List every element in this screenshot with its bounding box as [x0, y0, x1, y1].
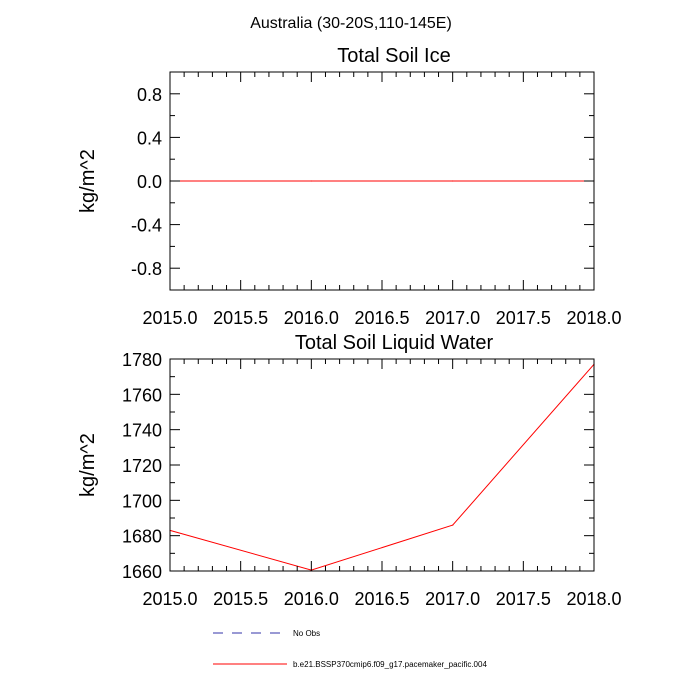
chart-title: Total Soil Ice — [337, 45, 450, 67]
data-point — [310, 180, 312, 182]
y-tick-label: 1660 — [122, 562, 162, 582]
chart-panel-1: Total Soil Ice 2015.0 2015.5 2016.0 2016.5 20… — [77, 45, 622, 328]
legend-label-2: b.e21.BSSP370cmip6.f09_g17.pacemaker_pac… — [293, 660, 487, 669]
x-tick-label: 2017.5 — [496, 589, 551, 609]
x-tick-label: 2018.0 — [566, 589, 621, 609]
x-tick-label: 2015.5 — [213, 589, 268, 609]
legend-label-1: No Obs — [293, 629, 320, 638]
plot-frame — [169, 358, 595, 572]
y-tick-label: -0.8 — [131, 259, 162, 279]
x-tick-label: 2017.0 — [425, 589, 480, 609]
y-tick-label: 0.0 — [137, 172, 162, 192]
data-point — [452, 524, 454, 526]
series-line-1 — [169, 363, 595, 571]
y-axis-label: kg/m^2 — [77, 149, 99, 213]
figure-suptitle: Australia (30-20S,110-145E) — [250, 15, 452, 32]
y-tick-label: 0.4 — [137, 128, 162, 148]
data-point — [452, 180, 454, 182]
x-tick-label: 2016.0 — [284, 589, 339, 609]
x-tick-label: 2015.0 — [142, 308, 197, 328]
x-tick-label: 2016.0 — [284, 308, 339, 328]
x-tick-label: 2017.0 — [425, 308, 480, 328]
x-tick-label: 2015.5 — [213, 308, 268, 328]
chart-panel-2: Total Soil Liquid Water 2015.0 2015.5 2016.… — [77, 332, 622, 609]
y-tick-label: 1700 — [122, 491, 162, 511]
x-tick-label: 2017.5 — [496, 308, 551, 328]
y-tick-label: 1740 — [122, 421, 162, 441]
y-tick-label: 1760 — [122, 385, 162, 405]
chart-title: Total Soil Liquid Water — [295, 332, 494, 354]
y-tick-label: 0.8 — [137, 85, 162, 105]
y-tick-label: 1780 — [122, 350, 162, 370]
y-tick-label: -0.4 — [131, 216, 162, 236]
x-tick-label: 2015.0 — [142, 589, 197, 609]
y-tick-label: 1720 — [122, 456, 162, 476]
x-tick-label: 2016.5 — [354, 308, 409, 328]
y-axis-label: kg/m^2 — [77, 433, 99, 497]
y-tick-label: 1680 — [122, 527, 162, 547]
x-tick-label: 2016.5 — [354, 589, 409, 609]
x-tick-label: 2018.0 — [566, 308, 621, 328]
legend: No Obs b.e21.BSSP370cmip6.f09_g17.pacemak… — [213, 629, 487, 669]
